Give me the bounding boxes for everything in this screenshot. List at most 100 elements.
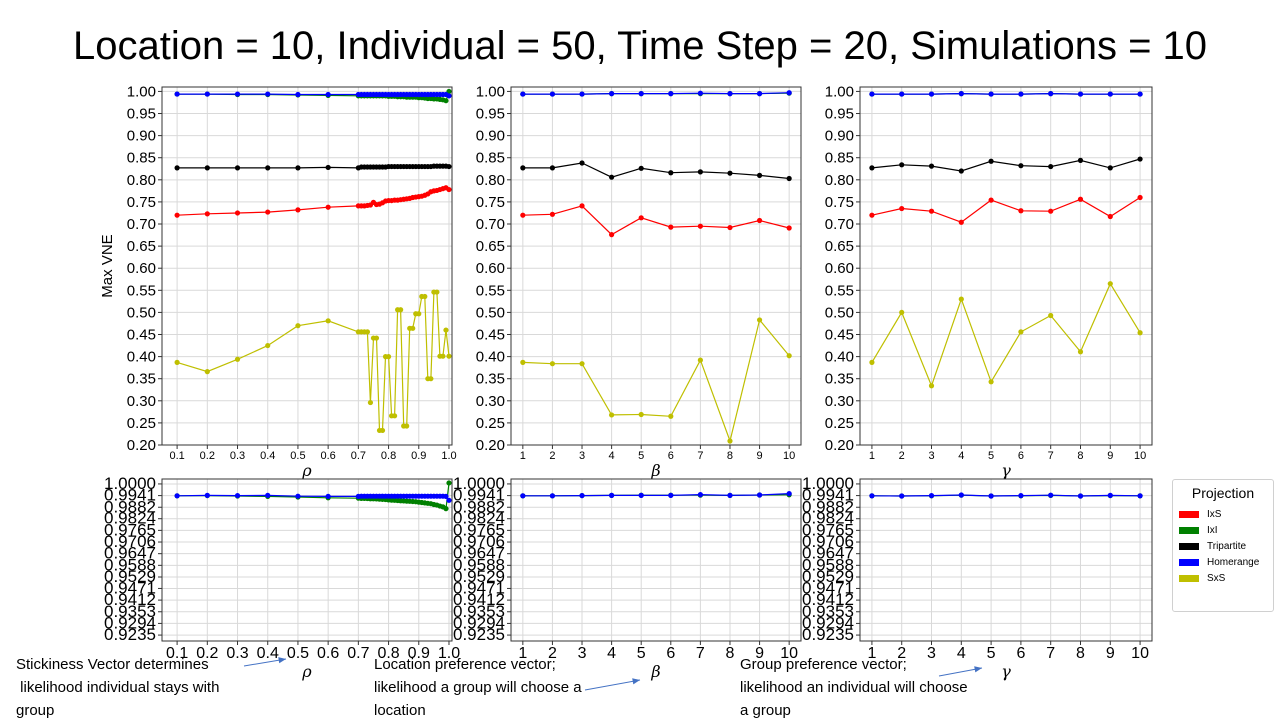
annotation-note-line: group <box>16 702 55 719</box>
x-tick-label: 1 <box>518 645 527 662</box>
data-point-sxs <box>234 356 241 362</box>
x-tick-label: 2 <box>897 645 906 662</box>
y-tick-label: 0.9647 <box>453 544 505 563</box>
plot-border <box>161 478 453 642</box>
y-tick-label: 0.55 <box>476 282 505 299</box>
x-tick-label: 2 <box>549 450 555 462</box>
data-point-sxs <box>1107 281 1113 287</box>
data-point-homerange <box>756 492 763 498</box>
data-point-tripartite <box>869 165 875 171</box>
legend-label: IxS <box>1207 509 1222 520</box>
data-point-ixs <box>988 197 994 203</box>
y-tick-label: 0.65 <box>476 238 505 255</box>
x-tick-label: 9 <box>757 450 763 462</box>
x-tick-label: 9 <box>755 645 764 662</box>
x-tick-label: 4 <box>609 450 615 462</box>
y-tick-label: 0.9529 <box>453 567 505 586</box>
data-point-homerange <box>668 91 674 97</box>
data-point-tripartite <box>958 168 964 174</box>
data-point-tripartite <box>786 175 792 182</box>
legend-title: Projection <box>1191 485 1255 501</box>
data-point-sxs <box>520 359 526 365</box>
x-tick-label: 1.0 <box>441 450 456 462</box>
data-point-ixs <box>697 223 703 229</box>
y-tick-label: 0.20 <box>476 437 505 454</box>
series-line-homerange <box>871 92 1141 95</box>
series-line-homerange <box>871 494 1141 497</box>
annotation-note-line: Location preference vector; <box>374 656 556 673</box>
data-point-ixs <box>609 232 615 238</box>
data-point-sxs <box>697 357 703 363</box>
series-line-ixs <box>871 196 1141 223</box>
data-point-sxs <box>434 289 440 295</box>
x-tick-label: 0.9 <box>408 645 430 662</box>
annotation-note-line: Group preference vector; <box>740 656 907 673</box>
data-point-homerange <box>1077 493 1084 499</box>
series-line-homerange <box>522 493 790 497</box>
data-point-homerange <box>1018 91 1024 97</box>
y-tick-label: 1.0000 <box>104 474 156 493</box>
data-point-homerange <box>899 91 905 97</box>
data-point-ixs <box>1018 208 1024 214</box>
data-point-ixi <box>446 480 452 486</box>
annotation-note-line: likelihood a group will choose a <box>374 679 582 696</box>
y-tick-label: 0.85 <box>476 150 505 167</box>
y-tick-label: 0.45 <box>127 327 156 344</box>
data-point-homerange <box>443 493 449 499</box>
y-tick-label: 0.20 <box>127 437 156 454</box>
data-point-tripartite <box>549 165 556 171</box>
legend-label: IxI <box>1207 525 1218 536</box>
data-point-sxs <box>869 359 875 365</box>
y-tick-label: 0.25 <box>127 415 156 432</box>
data-point-homerange <box>638 492 644 498</box>
data-point-homerange <box>579 492 585 499</box>
y-tick-label: 0.9882 <box>104 497 156 516</box>
x-tick-label: 0.5 <box>287 645 309 662</box>
x-tick-label: 6 <box>666 645 675 662</box>
data-point-homerange <box>697 90 703 96</box>
data-point-sxs <box>446 353 452 359</box>
y-tick-label: 0.9706 <box>802 532 854 551</box>
y-tick-label: 0.75 <box>825 194 854 211</box>
x-tick-label: 9 <box>1106 645 1115 662</box>
data-point-tripartite <box>579 160 585 166</box>
y-tick-label: 0.9588 <box>104 555 156 574</box>
data-point-tripartite <box>1048 163 1054 170</box>
series-line-tripartite <box>871 158 1141 172</box>
data-point-homerange <box>786 90 792 96</box>
data-point-tripartite <box>1018 163 1024 169</box>
data-point-homerange <box>1107 91 1113 97</box>
x-tick-label: 3 <box>928 450 934 462</box>
x-tick-label: 0.3 <box>226 645 248 662</box>
data-point-tripartite <box>204 165 210 171</box>
data-point-homerange <box>446 497 452 503</box>
x-tick-label: 1 <box>869 450 875 462</box>
data-point-tripartite <box>727 170 733 176</box>
y-tick-label: 0.9588 <box>453 555 505 574</box>
data-point-ixs <box>520 212 526 218</box>
y-tick-label: 0.35 <box>127 371 156 388</box>
y-tick-label: 0.85 <box>825 150 854 167</box>
annotation-arrow <box>584 679 641 691</box>
x-axis-label: β <box>650 662 660 681</box>
y-tick-label: 0.25 <box>476 415 505 432</box>
y-tick-label: 1.0000 <box>802 474 854 493</box>
legend-label: SxS <box>1207 573 1226 584</box>
data-point-ixs <box>928 208 935 214</box>
x-tick-label: 8 <box>727 450 733 462</box>
data-point-homerange <box>727 492 733 498</box>
y-tick-label: 0.55 <box>127 282 156 299</box>
data-point-ixs <box>786 225 792 231</box>
x-tick-label: 8 <box>726 645 735 662</box>
data-point-tripartite <box>1107 165 1113 171</box>
annotation-arrowhead <box>974 666 982 673</box>
series-line-homerange <box>522 92 790 95</box>
y-tick-label: 0.50 <box>127 304 156 321</box>
x-axis-label: β <box>650 461 660 480</box>
y-tick-label: 0.40 <box>825 349 854 366</box>
data-point-ixs <box>1137 194 1143 201</box>
y-tick-label: 0.40 <box>127 349 156 366</box>
data-point-sxs <box>325 318 331 324</box>
data-point-homerange <box>234 91 241 97</box>
data-point-homerange <box>756 91 763 97</box>
